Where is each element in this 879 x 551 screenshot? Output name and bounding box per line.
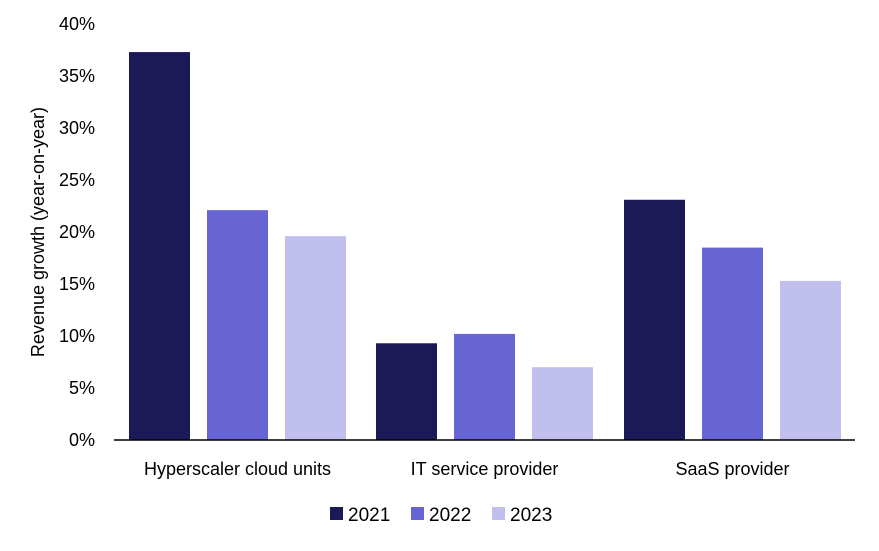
legend-swatch-2022 — [411, 507, 424, 520]
legend-swatch-2021 — [330, 507, 343, 520]
bar-2022-saas-provider — [702, 247, 763, 440]
legend-label-2022: 2022 — [429, 505, 471, 526]
y-tick-label: 0% — [69, 430, 95, 450]
x-axis-categories: Hyperscaler cloud units IT service provid… — [144, 459, 790, 479]
bar-2021-it-service-provider — [376, 343, 437, 440]
y-axis-title: Revenue growth (year-on-year) — [28, 107, 48, 357]
bar-2022-hyperscaler-cloud-units — [207, 210, 268, 440]
bar-2021-saas-provider — [624, 199, 685, 440]
legend-label-2021: 2021 — [348, 505, 390, 526]
y-tick-label: 10% — [59, 326, 95, 346]
legend-swatch-2023 — [492, 507, 505, 520]
y-tick-label: 35% — [59, 66, 95, 86]
x-category-label: Hyperscaler cloud units — [144, 459, 331, 479]
x-category-label: SaaS provider — [675, 459, 789, 479]
y-tick-label: 25% — [59, 170, 95, 190]
y-tick-label: 40% — [59, 14, 95, 34]
y-tick-label: 20% — [59, 222, 95, 242]
y-tick-label: 5% — [69, 378, 95, 398]
bar-2023-saas-provider — [780, 280, 841, 440]
x-category-label: IT service provider — [411, 459, 559, 479]
bar-2021-hyperscaler-cloud-units — [129, 52, 190, 440]
bars — [129, 52, 841, 440]
bar-2022-it-service-provider — [454, 333, 515, 440]
y-tick-label: 15% — [59, 274, 95, 294]
y-axis-ticks: 0% 5% 10% 15% 20% 25% 30% 35% 40% — [59, 14, 95, 450]
y-axis-title-group: Revenue growth (year-on-year) — [28, 107, 48, 357]
legend-label-2023: 2023 — [510, 505, 552, 526]
legend: 2021 2022 2023 — [330, 505, 552, 526]
y-tick-label: 30% — [59, 118, 95, 138]
bar-2023-it-service-provider — [532, 367, 593, 440]
bar-2023-hyperscaler-cloud-units — [285, 236, 346, 440]
